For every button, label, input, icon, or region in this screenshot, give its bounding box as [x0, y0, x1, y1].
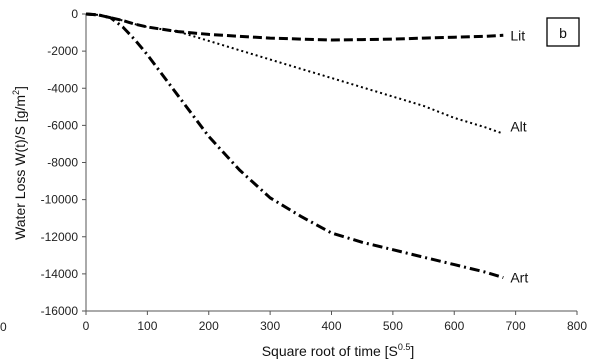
- series-line-alt: [85, 13, 504, 135]
- y-tick-label: -14000: [41, 267, 79, 281]
- x-tick-label: 0: [83, 319, 90, 333]
- series-line-art: [85, 12, 504, 280]
- series-labels: Lit Alt Art: [510, 27, 528, 285]
- x-tick-label: 400: [321, 319, 341, 333]
- y-tick-label: -6000: [47, 118, 78, 132]
- series-lines: [85, 12, 504, 280]
- x-tick-label: 500: [383, 319, 403, 333]
- panel-label: b: [559, 25, 567, 41]
- y-tick-label: -12000: [41, 230, 79, 244]
- series-label-art: Art: [510, 270, 528, 286]
- y-tick-label: -8000: [47, 156, 78, 170]
- y-tick-label: -2000: [47, 44, 78, 58]
- x-tick-label: 800: [567, 319, 587, 333]
- x-tick-label: 700: [506, 319, 526, 333]
- y-tick-label: -10000: [41, 193, 79, 207]
- y-tick-label: -16000: [41, 304, 79, 318]
- x-axis-title: Square root of time [S0.5]: [262, 342, 415, 359]
- axes: 0 -2000 -4000 -6000 -8000 -10000 -12000 -14000 -…: [41, 7, 588, 333]
- series-line-lit: [85, 12, 504, 42]
- x-tick-label: 300: [260, 319, 280, 333]
- series-label-alt: Alt: [510, 119, 526, 135]
- y-axis-title: Water Loss W(t)/S [g/m2]: [11, 86, 28, 240]
- y-tick-label: -4000: [47, 81, 78, 95]
- x-tick-label: 100: [137, 319, 157, 333]
- panel-label-box: [546, 17, 580, 47]
- y-tick-label: 0: [71, 7, 78, 21]
- series-label-lit: Lit: [510, 27, 525, 43]
- clipped-left-tick: 0: [0, 320, 7, 334]
- x-tick-label: 600: [444, 319, 464, 333]
- x-tick-label: 200: [199, 319, 219, 333]
